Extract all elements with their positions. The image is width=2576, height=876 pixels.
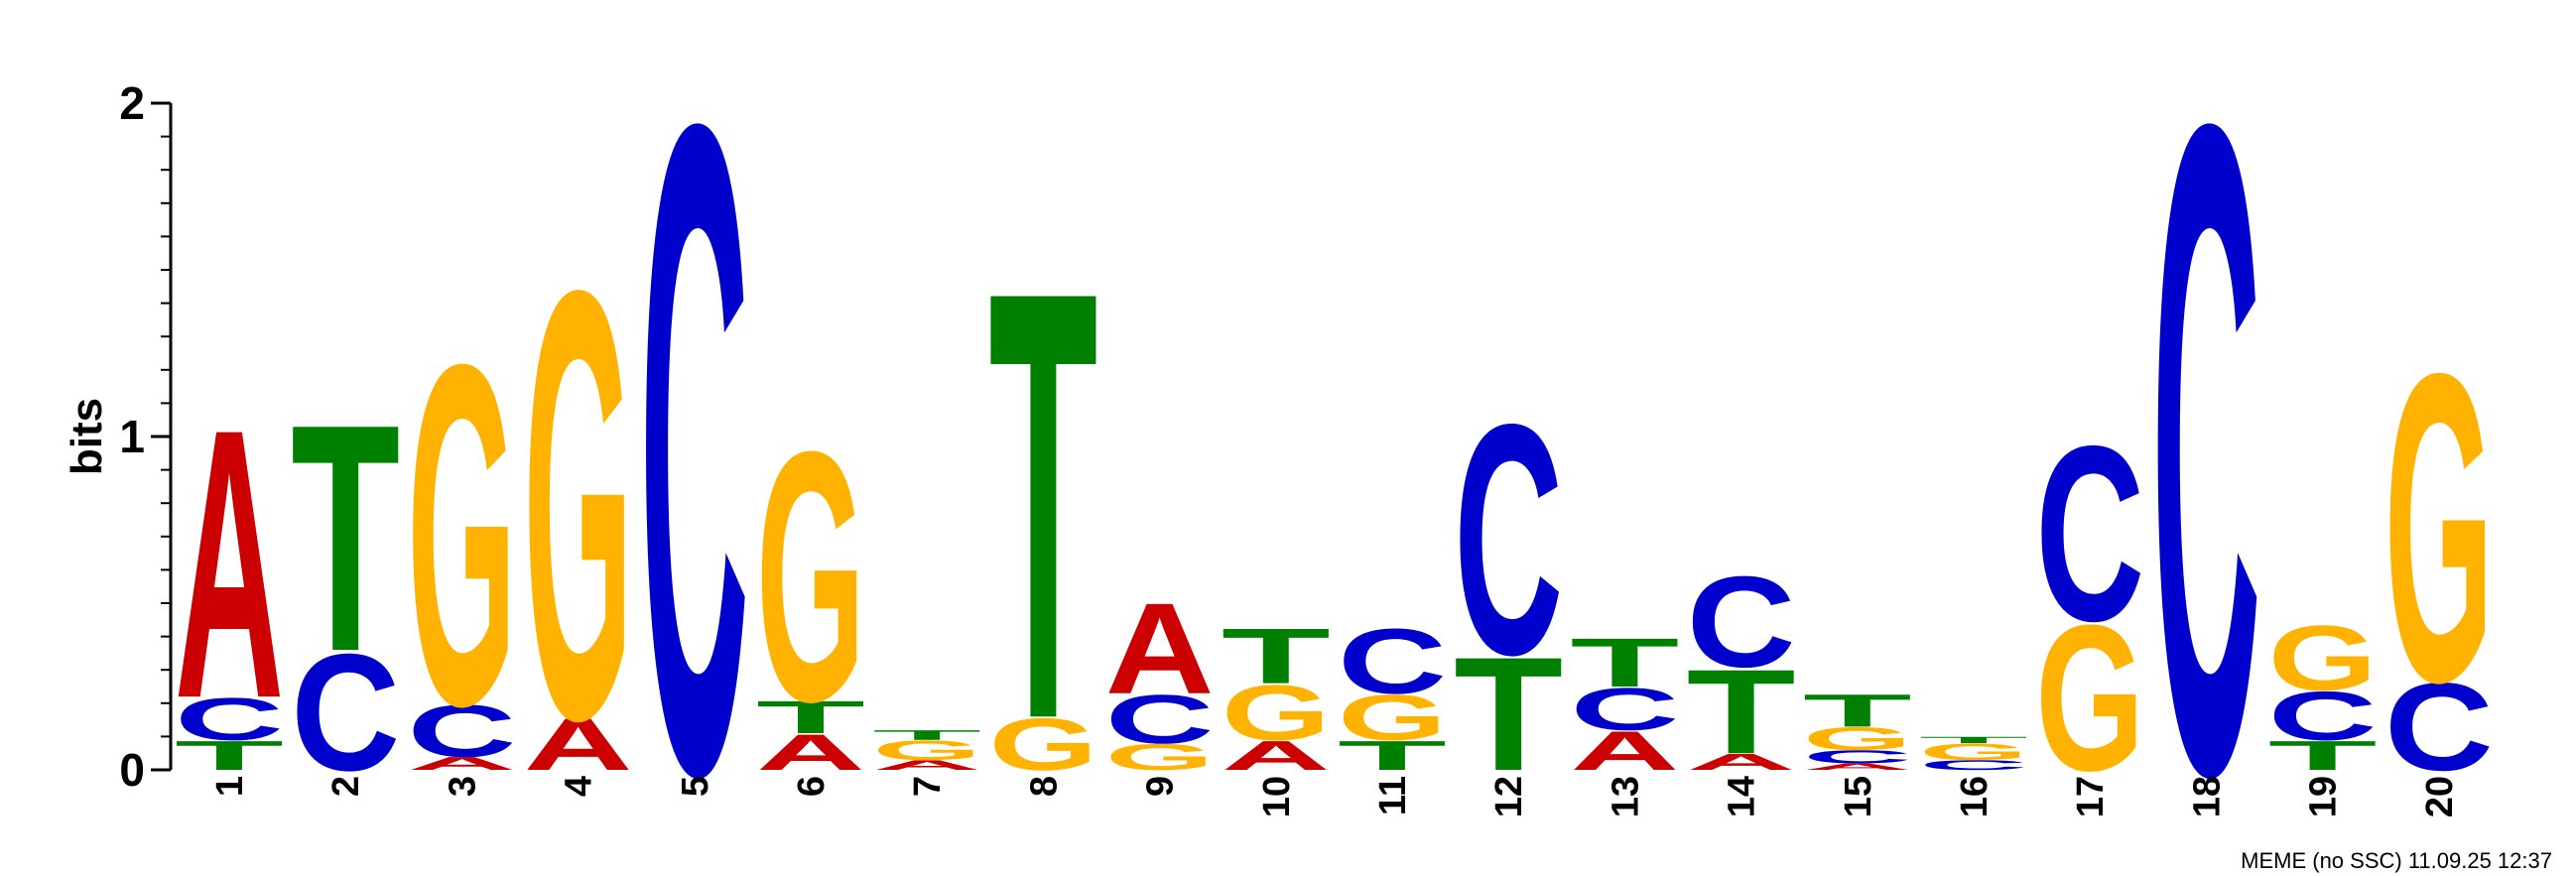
logo-letter-T: T <box>2268 732 2378 779</box>
y-tick-label: 2 <box>119 77 145 129</box>
logo-letter-C: C <box>1105 682 1215 759</box>
logo-letter-G: G <box>2035 581 2144 814</box>
logo-letter-G: G <box>1105 736 1215 778</box>
position-label: 19 <box>2303 776 2345 817</box>
position-label: 8 <box>1023 776 1065 797</box>
logo-letter-C: C <box>407 689 516 772</box>
position-label: 12 <box>1488 776 1530 817</box>
logo-letter-C: C <box>175 686 284 753</box>
logo-letter-A: A <box>1687 749 1796 775</box>
logo-letter-T: T <box>988 165 1097 847</box>
logo-letter-C: C <box>2151 0 2260 876</box>
footer-caption: MEME (no SSC) 11.09.25 12:37 <box>2241 848 2552 873</box>
position-label: 18 <box>2186 776 2228 817</box>
position-label: 14 <box>1722 776 1763 817</box>
logo-letter-T: T <box>1222 612 1331 699</box>
position-label: 15 <box>1838 776 1879 817</box>
logo-letter-C: C <box>2035 395 2144 674</box>
logo-letter-G: G <box>988 703 1097 786</box>
logo-letter-A: A <box>524 703 633 786</box>
logo-letter-G: G <box>2268 607 2378 710</box>
y-tick-label: 0 <box>119 744 145 796</box>
logo-letter-C: C <box>1454 356 1563 723</box>
position-label: 2 <box>325 776 367 797</box>
position-labels: 1 2 3 4 5 6 7 8 9 10 11 12 13 14 15 16 17 18 19 20 <box>209 776 2461 817</box>
position-label: 16 <box>1954 776 1996 817</box>
position-label: 17 <box>2070 776 2112 817</box>
logo-letter-C: C <box>1803 746 1912 767</box>
logo-letter-A: A <box>872 757 981 773</box>
logo-letter-C: C <box>1919 757 2028 773</box>
logo-letter-G: G <box>1919 739 2028 765</box>
logo-letter-C: C <box>1338 609 1447 712</box>
logo-letter-T: T <box>1338 732 1447 779</box>
logo-letter-T: T <box>1687 644 1796 779</box>
logo-letter-G: G <box>1222 669 1331 757</box>
logo-letter-C: C <box>1570 676 1679 743</box>
position-label: 11 <box>1372 776 1414 815</box>
logo-letter-T: T <box>756 691 865 743</box>
logo-letter-G: G <box>1803 720 1912 757</box>
logo-letter-G: G <box>756 377 865 775</box>
y-tick-label: 1 <box>119 411 145 462</box>
logo-letter-T: T <box>1803 685 1912 736</box>
logo-letter-C: C <box>2384 657 2494 798</box>
logo-letter-A: A <box>1105 577 1215 721</box>
logo-letter-T: T <box>1570 623 1679 700</box>
logo-letter-A: A <box>175 350 284 779</box>
logo-letter-G: G <box>407 265 516 807</box>
position-label: 5 <box>675 776 716 797</box>
logo-letter-G: G <box>872 735 981 766</box>
y-axis: 0 1 2 <box>119 77 173 796</box>
logo-letter-T: T <box>291 356 400 718</box>
logo-letter-A: A <box>1570 720 1679 782</box>
logo-letter-A: A <box>407 753 516 774</box>
logo-letter-T: T <box>1919 735 2028 745</box>
position-label: 4 <box>559 776 600 797</box>
logo-letter-T: T <box>1454 624 1563 805</box>
logo-letter-C: C <box>2268 678 2378 755</box>
y-axis-label: bits <box>63 398 111 475</box>
position-label: 13 <box>1605 776 1646 817</box>
position-label: 10 <box>1256 776 1298 817</box>
logo-letter-C: C <box>640 0 749 876</box>
logo-letter-G: G <box>2384 282 2494 774</box>
logo-letter-G: G <box>524 163 633 846</box>
position-label: 9 <box>1140 776 1182 797</box>
position-label: 7 <box>907 776 949 797</box>
logo-letter-A: A <box>1803 762 1912 772</box>
logo-letter-C: C <box>291 619 400 806</box>
position-label: 1 <box>209 776 251 797</box>
logo-letter-T: T <box>872 727 981 743</box>
logo-letter-T: T <box>175 732 284 779</box>
position-label: 20 <box>2419 776 2461 817</box>
logo-letter-A: A <box>756 724 865 781</box>
position-label: 3 <box>442 776 483 797</box>
logo-letter-G: G <box>1338 682 1447 754</box>
logo-letter-C: C <box>1687 551 1796 694</box>
position-label: 6 <box>791 776 833 797</box>
logo-letter-A: A <box>1222 732 1331 779</box>
